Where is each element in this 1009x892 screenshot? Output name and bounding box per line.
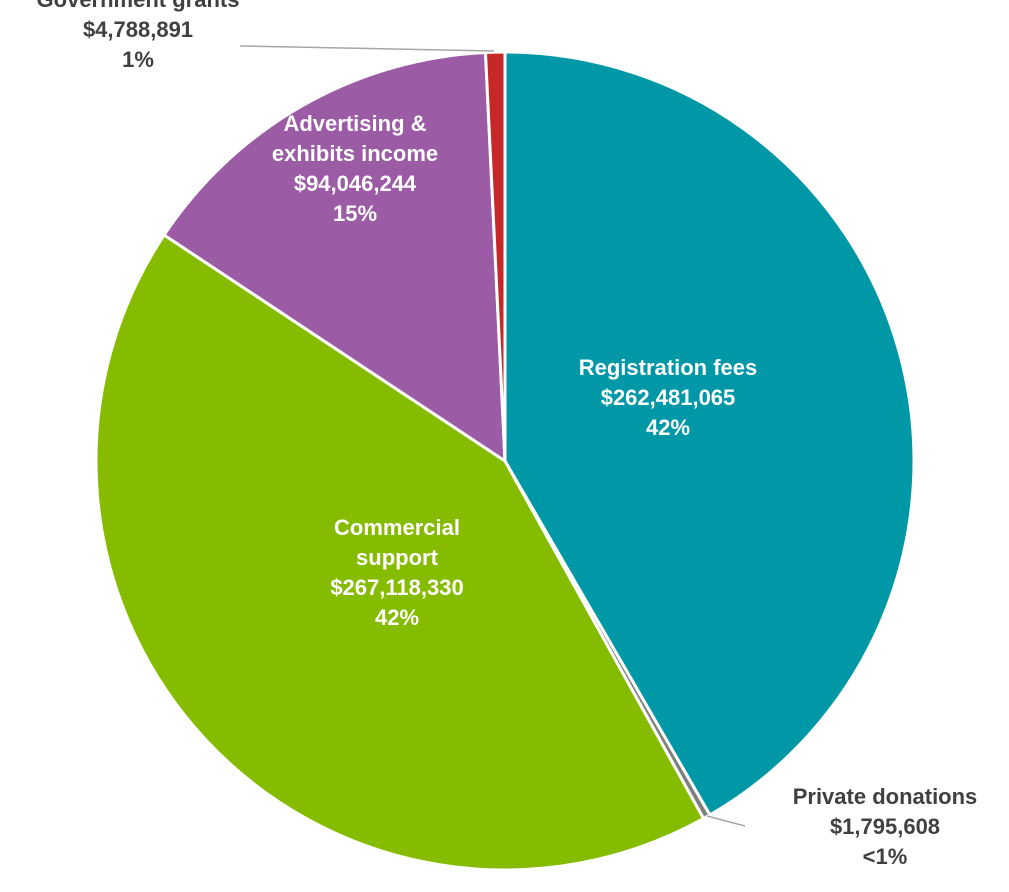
leader-lines bbox=[239, 45, 746, 827]
slice-labels: Registration fees $262,481,065 42% Private … bbox=[37, 0, 978, 869]
slice-label-private-donations: Private donations $1,795,608 <1% bbox=[793, 784, 978, 869]
slice-label-registration-fees: Registration fees $262,481,065 42% bbox=[579, 355, 758, 440]
slice-advertising-and-exhibits-income bbox=[162, 50, 507, 463]
slice-label-advertising-and-exhibits-income: Advertising & exhibits income $94,046,244 1… bbox=[272, 111, 438, 226]
slice-commercial-support bbox=[94, 233, 706, 872]
leader-line-government-grants bbox=[239, 45, 495, 52]
leader-line-private-donations bbox=[706, 815, 746, 827]
slice-label-commercial-support: Commercial support $267,118,330 42% bbox=[330, 515, 463, 630]
pie-slices bbox=[94, 50, 916, 872]
slice-registration-fees bbox=[503, 50, 916, 817]
slice-government-grants bbox=[483, 50, 507, 463]
